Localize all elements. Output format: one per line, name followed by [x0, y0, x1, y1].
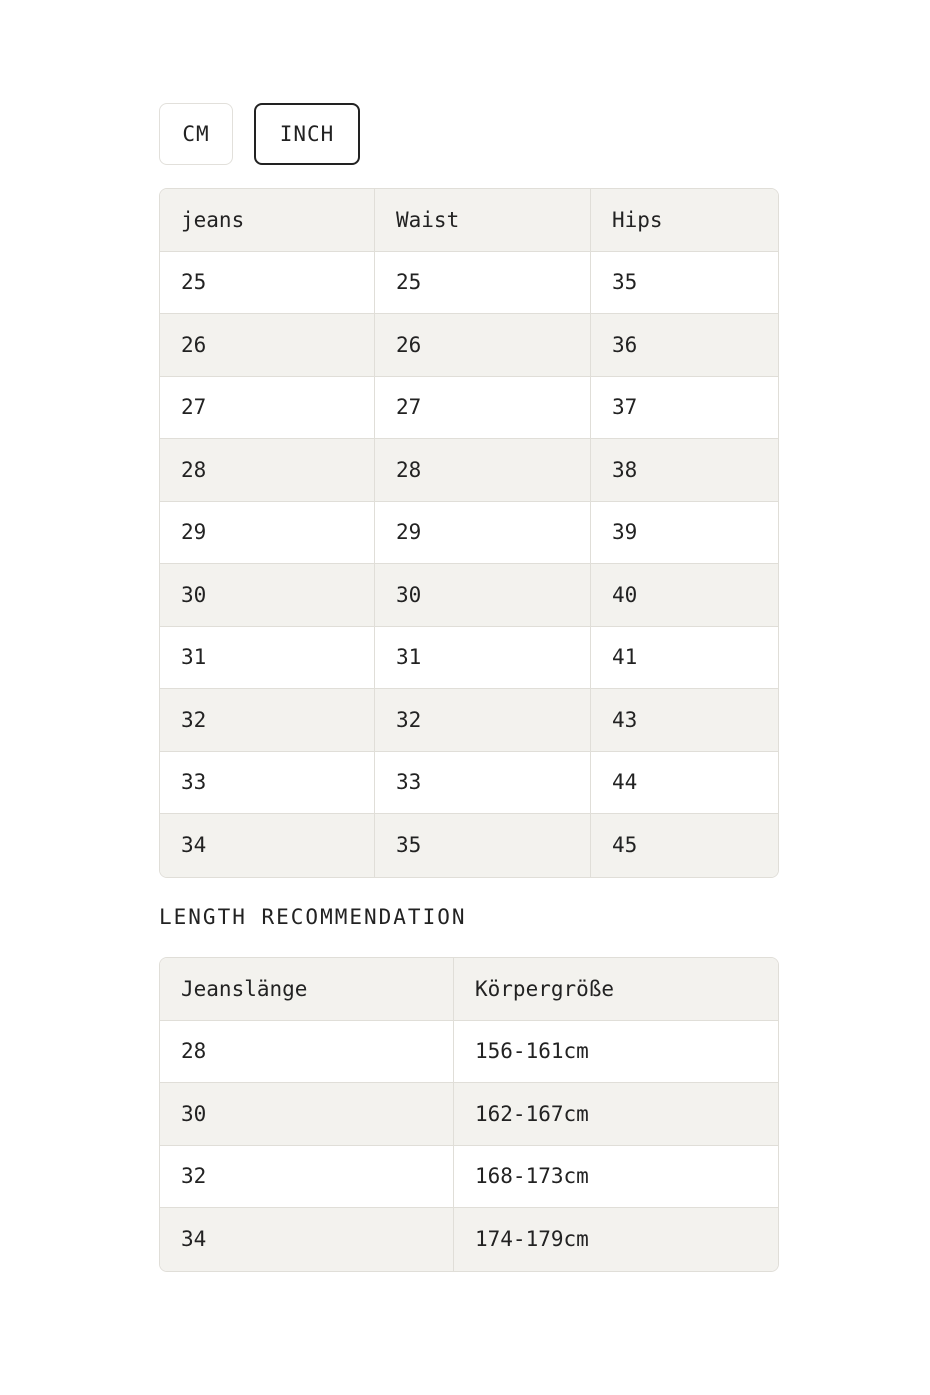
- table-cell: 39: [591, 502, 778, 564]
- table-cell: 37: [591, 377, 778, 439]
- table-row: 31 31 41: [160, 626, 778, 689]
- table-cell: 27: [375, 376, 591, 439]
- table-row: 29 29 39: [160, 501, 778, 564]
- table-cell: 36: [591, 314, 778, 377]
- table-header-row: jeans Waist Hips: [160, 189, 778, 252]
- table-cell: 40: [591, 564, 778, 627]
- table-row: 26 26 36: [160, 314, 778, 377]
- column-header: jeans: [160, 189, 375, 252]
- table-row: 34 174-179cm: [160, 1208, 778, 1271]
- table-cell: 41: [591, 627, 778, 689]
- table-cell: 31: [160, 626, 375, 689]
- table-cell: 45: [612, 833, 638, 858]
- table-row: 27 27 37: [160, 376, 778, 439]
- table-cell: 25: [160, 251, 375, 314]
- table-cell: 31: [375, 626, 591, 689]
- column-header: Waist: [375, 189, 591, 252]
- table-cell: 25: [375, 251, 591, 314]
- table-cell: 44: [591, 752, 778, 814]
- table-cell: 30: [375, 564, 591, 627]
- table-cell: 168-173cm: [454, 1146, 778, 1208]
- table-cell: 27: [160, 376, 375, 439]
- table-row: 28 156-161cm: [160, 1020, 778, 1083]
- table-header-row: Jeanslänge Körpergröße: [160, 958, 778, 1021]
- unit-toggle: CM INCH: [159, 103, 360, 165]
- table-cell: 162-167cm: [454, 1083, 778, 1146]
- inch-button[interactable]: INCH: [254, 103, 360, 165]
- table-row: 32 168-173cm: [160, 1145, 778, 1208]
- table-row: 28 28 38: [160, 439, 778, 502]
- table-row: 32 32 43: [160, 689, 778, 752]
- table-cell: 29: [160, 501, 375, 564]
- table-row: 25 25 35: [160, 251, 778, 314]
- table-cell: 35: [375, 814, 591, 877]
- table-cell: 156-161cm: [454, 1021, 778, 1083]
- table-cell: 34: [160, 1208, 454, 1271]
- column-header: Jeanslänge: [160, 958, 454, 1021]
- table-row: 30 30 40: [160, 564, 778, 627]
- column-header: Körpergröße: [454, 958, 778, 1021]
- table-cell: 43: [591, 689, 778, 752]
- table-cell: 32: [375, 689, 591, 752]
- length-recommendation-heading: LENGTH RECOMMENDATION: [159, 905, 467, 929]
- table-cell: 28: [375, 439, 591, 502]
- table-cell: 26: [375, 314, 591, 377]
- length-table: Jeanslänge Körpergröße 28 156-161cm 30 162-1…: [159, 957, 779, 1272]
- table-cell: 28: [160, 1020, 454, 1083]
- table-row: 34 35 45: [160, 814, 778, 877]
- table-cell: 38: [591, 439, 778, 502]
- table-cell: 28: [160, 439, 375, 502]
- table-cell: 29: [375, 501, 591, 564]
- table-cell: 35: [591, 252, 778, 314]
- table-cell: 34: [160, 814, 375, 877]
- table-cell: 30: [160, 564, 375, 627]
- size-table: jeans Waist Hips 25 25 35 26 26 36 27 27 37 28 28 38 2…: [159, 188, 779, 878]
- table-cell: 33: [160, 751, 375, 814]
- table-cell: 174-179cm: [475, 1227, 589, 1252]
- table-cell: 32: [160, 1145, 454, 1208]
- table-row: 33 33 44: [160, 751, 778, 814]
- table-cell: 26: [160, 314, 375, 377]
- cm-button[interactable]: CM: [159, 103, 233, 165]
- table-cell: 33: [375, 751, 591, 814]
- table-row: 30 162-167cm: [160, 1083, 778, 1146]
- table-cell: 32: [160, 689, 375, 752]
- column-header: Hips: [591, 189, 778, 252]
- table-cell: 30: [160, 1083, 454, 1146]
